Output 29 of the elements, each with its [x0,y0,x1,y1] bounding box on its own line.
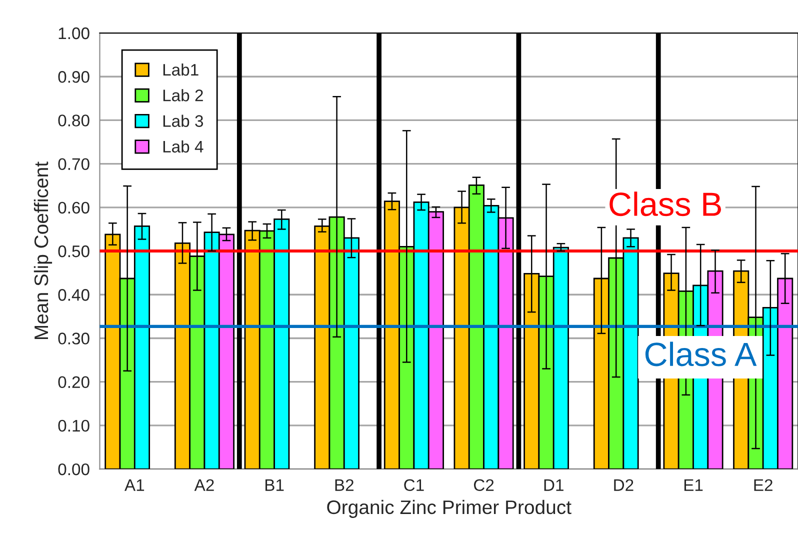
y-tick-label: 0.60 [58,202,90,214]
y-tick-label: 0.90 [58,71,90,83]
x-axis-title: Organic Zinc Primer Product [327,500,572,518]
y-tick-label: 0.80 [58,114,90,126]
legend-label: Lab1 [163,63,198,76]
x-tick-label: E1 [684,479,703,491]
ref-line-label: Class A [645,342,757,366]
x-tick-label: D2 [614,479,634,491]
y-tick-label: 0.20 [58,376,90,388]
legend-label: Lab 2 [163,89,203,102]
x-tick-label: D1 [544,479,564,491]
x-tick-label: C2 [474,479,494,492]
x-tick-label: B1 [265,479,284,491]
x-tick-label: B2 [335,479,354,491]
x-tick-label: C1 [404,479,424,492]
ref-line-label: Class B [610,192,721,216]
x-tick-label: A2 [194,479,214,491]
y-tick-label: 0.70 [58,158,90,170]
y-tick-label: 0.30 [58,332,90,344]
legend-label: Lab 3 [163,114,204,127]
y-tick-label: 0.00 [58,463,90,476]
y-tick-label: 0.10 [58,420,90,432]
y-tick-label: 0.40 [58,289,90,301]
x-tick-label: E2 [754,479,772,491]
legend-label: Lab 4 [163,140,204,153]
x-tick-label: A1 [124,479,144,491]
y-tick-label: 0.50 [58,245,90,258]
y-axis-title: Mean Slip Coefficent [34,162,52,339]
y-tick-label: 1.00 [58,27,90,40]
